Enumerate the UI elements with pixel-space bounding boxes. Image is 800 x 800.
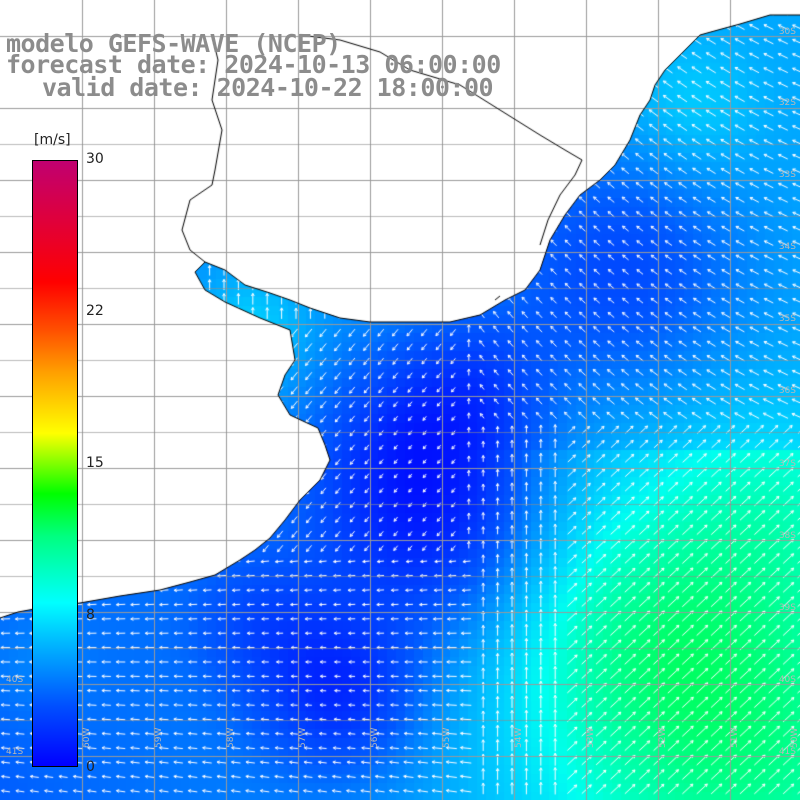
lon-label-bottom: 59W bbox=[154, 727, 164, 748]
lat-label-left: 41S bbox=[6, 747, 24, 757]
lat-label-right: 32S bbox=[778, 98, 796, 108]
lat-label-right: 30S bbox=[778, 27, 796, 37]
lon-label-bottom: 60W bbox=[82, 727, 92, 748]
lat-label-right: 38S bbox=[778, 531, 796, 541]
lon-label-bottom: 54W bbox=[514, 727, 524, 748]
lon-label-bottom: 57W bbox=[298, 727, 308, 748]
lon-label-bottom: 52W bbox=[658, 727, 668, 748]
lon-label-bottom: 50W bbox=[790, 727, 800, 748]
lat-label-right: 35S bbox=[778, 314, 796, 324]
lat-label-right: 33S bbox=[778, 170, 796, 180]
colorbar bbox=[32, 160, 78, 767]
lat-label-right: 36S bbox=[778, 386, 796, 396]
lon-label-bottom: 55W bbox=[442, 727, 452, 748]
title-model: modelo GEFS-WAVE (NCEP) bbox=[6, 29, 341, 58]
title-forecast-date: forecast date: 2024-10-13 06:00:00 bbox=[6, 50, 501, 79]
lon-label-bottom: 51W bbox=[730, 727, 740, 748]
lat-label-left: 40S bbox=[6, 675, 24, 685]
lat-label-right: 41S bbox=[778, 747, 796, 757]
colorbar-units: [m/s] bbox=[34, 132, 71, 148]
title-valid-date: valid date: 2024-10-22 18:00:00 bbox=[42, 73, 494, 102]
lon-label-bottom: 56W bbox=[370, 727, 380, 748]
colorbar-tick-8: 8 bbox=[86, 607, 95, 623]
colorbar-tick-22: 22 bbox=[86, 303, 104, 319]
lon-label-bottom: 58W bbox=[226, 727, 236, 748]
lat-label-right: 34S bbox=[778, 242, 796, 252]
lat-label-right: 39S bbox=[778, 603, 796, 613]
lon-label-bottom: 53W bbox=[586, 727, 596, 748]
lat-label-right: 37S bbox=[778, 459, 796, 469]
colorbar-tick-15: 15 bbox=[86, 455, 104, 471]
lat-label-right: 40S bbox=[778, 675, 796, 685]
colorbar-tick-0: 0 bbox=[86, 759, 95, 775]
colorbar-tick-30: 30 bbox=[86, 151, 104, 167]
